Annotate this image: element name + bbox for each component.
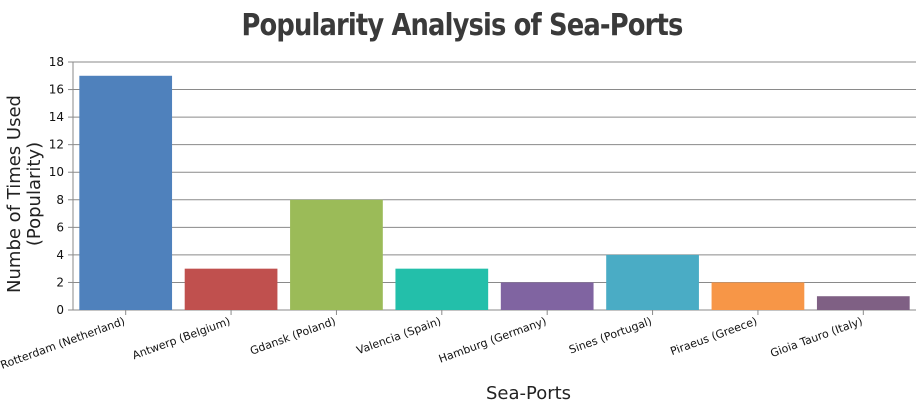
bar	[816, 296, 910, 310]
y-tick-label: 16	[49, 83, 64, 97]
bar	[290, 199, 383, 310]
x-tick-label: Rotterdam (Netherland)	[0, 315, 127, 372]
y-tick-label: 14	[49, 110, 64, 124]
bar	[79, 75, 173, 311]
y-tick-label: 10	[49, 165, 64, 179]
y-tick-label: 6	[56, 220, 64, 234]
y-tick-label: 18	[49, 55, 64, 69]
x-tick-label: Sines (Portugal)	[567, 315, 653, 357]
x-tick-label: Hamburg (Germany)	[437, 315, 548, 366]
y-tick-label: 2	[56, 275, 64, 289]
x-tick-label: Gioia Tauro (Italy)	[769, 315, 865, 360]
y-tick-label: 8	[56, 193, 64, 207]
chart-title: Popularity Analysis of Sea-Ports	[241, 8, 683, 43]
x-tick-label: Piraeus (Greece)	[669, 315, 759, 358]
x-tick-label: Antwerp (Belgium)	[131, 315, 232, 363]
y-axis-title-line: Numbe of Times Used	[4, 95, 25, 293]
y-tick-label: 4	[56, 248, 64, 262]
bar	[500, 282, 594, 310]
bar	[184, 268, 278, 310]
bar	[606, 254, 699, 310]
y-tick-label: 0	[56, 303, 64, 317]
bar	[395, 268, 489, 310]
bar	[711, 282, 805, 310]
y-axis-title: Numbe of Times Used(Popularity)	[4, 95, 45, 293]
x-tick-label: Gdansk (Poland)	[248, 315, 337, 358]
x-axis-title: Sea-Ports	[486, 383, 571, 403]
y-axis-title-line: (Popularity)	[24, 142, 45, 246]
x-tick-label: Valencia (Spain)	[355, 315, 443, 358]
y-tick-label: 12	[49, 138, 64, 152]
